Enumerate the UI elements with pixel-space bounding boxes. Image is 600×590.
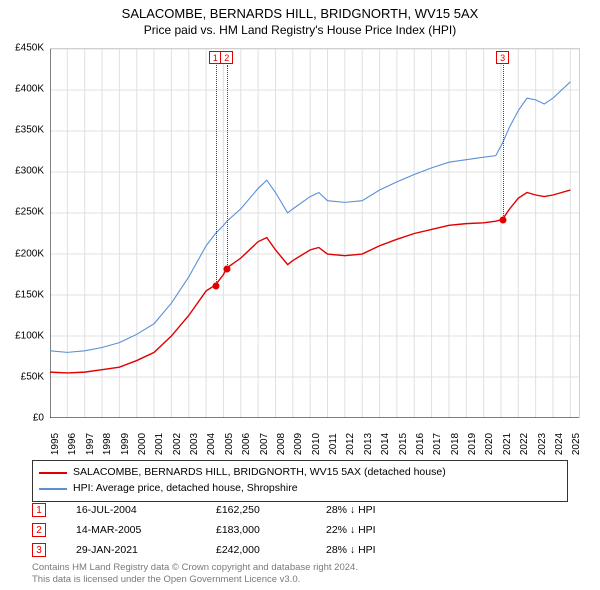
y-tick-label: £400K (15, 84, 44, 95)
x-tick-label: 2011 (328, 433, 339, 455)
x-tick-label: 1995 (50, 433, 61, 455)
y-tick-label: £0 (33, 413, 44, 424)
attribution: Contains HM Land Registry data © Crown c… (32, 562, 568, 586)
marker-date: 29-JAN-2021 (76, 544, 186, 556)
x-tick-label: 2009 (293, 433, 304, 455)
title-block: SALACOMBE, BERNARDS HILL, BRIDGNORTH, WV… (0, 0, 600, 37)
marker-price: £242,000 (216, 544, 296, 556)
x-tick-label: 2021 (502, 433, 513, 455)
marker-diff: 22% ↓ HPI (326, 524, 426, 536)
legend: SALACOMBE, BERNARDS HILL, BRIDGNORTH, WV… (32, 460, 568, 502)
x-tick-label: 2024 (554, 433, 565, 455)
y-tick-label: £300K (15, 166, 44, 177)
marker-diff: 28% ↓ HPI (326, 544, 426, 556)
marker-date: 16-JUL-2004 (76, 504, 186, 516)
chart-area: 123 (50, 48, 580, 418)
marker-id-badge: 1 (32, 503, 46, 517)
chart-marker-dot (500, 217, 507, 224)
x-tick-label: 1998 (102, 433, 113, 455)
x-tick-label: 2022 (519, 433, 530, 455)
x-tick-label: 2017 (432, 433, 443, 455)
title-main: SALACOMBE, BERNARDS HILL, BRIDGNORTH, WV… (0, 6, 600, 21)
chart-svg (50, 49, 579, 418)
y-tick-label: £450K (15, 43, 44, 54)
chart-marker-dot (224, 265, 231, 272)
y-tick-label: £350K (15, 125, 44, 136)
x-tick-label: 2020 (484, 433, 495, 455)
legend-swatch (39, 488, 67, 490)
x-tick-label: 1997 (85, 433, 96, 455)
x-tick-label: 2008 (276, 433, 287, 455)
legend-swatch (39, 472, 67, 474)
marker-id-badge: 2 (32, 523, 46, 537)
x-tick-label: 2015 (398, 433, 409, 455)
legend-item: SALACOMBE, BERNARDS HILL, BRIDGNORTH, WV… (39, 465, 561, 481)
marker-diff: 28% ↓ HPI (326, 504, 426, 516)
x-tick-label: 2004 (206, 433, 217, 455)
chart-marker-line (216, 65, 217, 286)
x-tick-label: 2000 (137, 433, 148, 455)
x-tick-label: 1996 (67, 433, 78, 455)
attribution-line2: This data is licensed under the Open Gov… (32, 574, 568, 586)
marker-id-badge: 3 (32, 543, 46, 557)
y-tick-label: £250K (15, 207, 44, 218)
x-tick-label: 2012 (345, 433, 356, 455)
y-tick-label: £200K (15, 248, 44, 259)
x-tick-label: 2001 (154, 433, 165, 455)
attribution-line1: Contains HM Land Registry data © Crown c… (32, 562, 568, 574)
y-tick-label: £50K (21, 371, 44, 382)
chart-marker-badge: 2 (220, 51, 233, 64)
x-tick-label: 1999 (120, 433, 131, 455)
legend-item: HPI: Average price, detached house, Shro… (39, 481, 561, 497)
legend-label: SALACOMBE, BERNARDS HILL, BRIDGNORTH, WV… (73, 465, 446, 481)
marker-price: £183,000 (216, 524, 296, 536)
chart-marker-badge: 3 (496, 51, 509, 64)
y-axis-labels: £0£50K£100K£150K£200K£250K£300K£350K£400… (0, 48, 48, 418)
legend-label: HPI: Average price, detached house, Shro… (73, 481, 298, 497)
chart-container: SALACOMBE, BERNARDS HILL, BRIDGNORTH, WV… (0, 0, 600, 590)
marker-table-row: 2 14-MAR-2005 £183,000 22% ↓ HPI (32, 520, 568, 540)
x-tick-label: 2023 (537, 433, 548, 455)
x-tick-label: 2006 (241, 433, 252, 455)
marker-table-row: 3 29-JAN-2021 £242,000 28% ↓ HPI (32, 540, 568, 560)
y-tick-label: £100K (15, 330, 44, 341)
x-tick-label: 2016 (415, 433, 426, 455)
chart-marker-line (503, 65, 504, 220)
marker-table: 1 16-JUL-2004 £162,250 28% ↓ HPI 2 14-MAR-200… (32, 500, 568, 560)
x-tick-label: 2005 (224, 433, 235, 455)
x-tick-label: 2018 (450, 433, 461, 455)
title-sub: Price paid vs. HM Land Registry's House … (0, 23, 600, 37)
marker-price: £162,250 (216, 504, 296, 516)
x-tick-label: 2025 (571, 433, 582, 455)
x-tick-label: 2010 (311, 433, 322, 455)
marker-date: 14-MAR-2005 (76, 524, 186, 536)
x-tick-label: 2002 (172, 433, 183, 455)
x-tick-label: 2007 (259, 433, 270, 455)
marker-table-row: 1 16-JUL-2004 £162,250 28% ↓ HPI (32, 500, 568, 520)
chart-marker-dot (212, 282, 219, 289)
x-tick-label: 2019 (467, 433, 478, 455)
x-tick-label: 2003 (189, 433, 200, 455)
x-tick-label: 2013 (363, 433, 374, 455)
y-tick-label: £150K (15, 289, 44, 300)
x-tick-label: 2014 (380, 433, 391, 455)
x-axis-labels: 1995 1996 1997 1998 1999 2000 2001 2002 2003 2004… (50, 420, 580, 460)
chart-marker-line (227, 65, 228, 269)
